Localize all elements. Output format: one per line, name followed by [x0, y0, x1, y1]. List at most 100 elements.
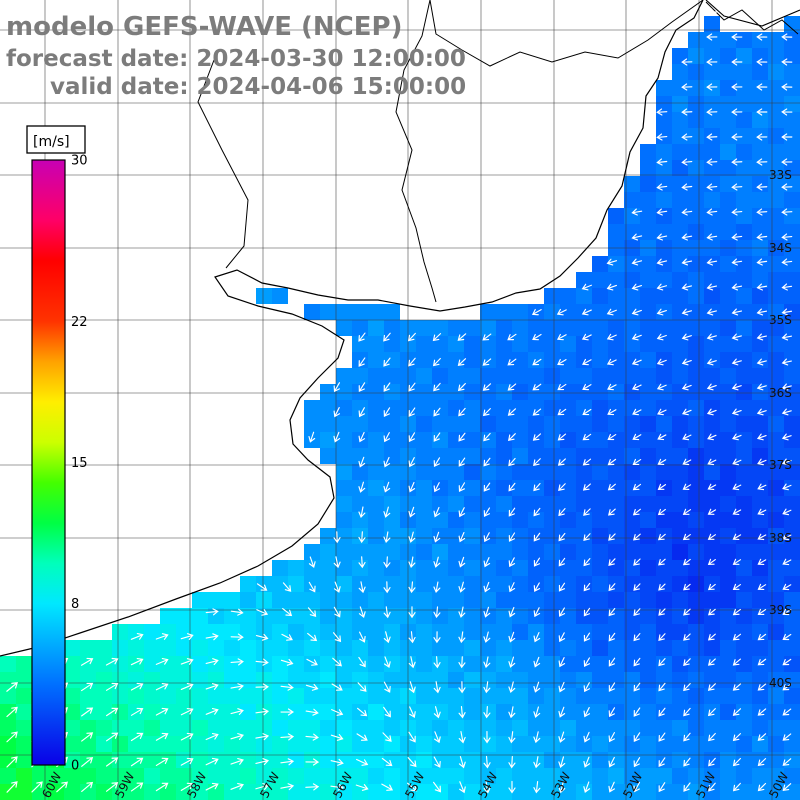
wave-cell — [384, 560, 400, 576]
wave-cell — [0, 720, 16, 736]
wave-cell — [592, 448, 608, 464]
wave-direction-arrow — [658, 658, 666, 667]
wave-cell — [192, 688, 208, 704]
wave-direction-arrow — [308, 431, 316, 443]
wave-cell — [784, 368, 800, 384]
wave-direction-arrow — [706, 408, 717, 416]
wave-direction-arrow — [383, 681, 391, 693]
wave-cell — [672, 272, 688, 288]
wave-cell — [624, 496, 640, 512]
wave-cell — [576, 368, 592, 384]
wave-cell — [208, 624, 224, 640]
wave-direction-arrow — [130, 682, 144, 691]
wave-direction-arrow — [307, 632, 318, 642]
wave-direction-arrow — [681, 283, 693, 291]
wave-cell — [320, 448, 336, 464]
wave-cell — [464, 768, 480, 784]
wave-direction-arrow — [657, 458, 667, 466]
wave-cell — [336, 480, 352, 496]
wave-direction-arrow — [782, 658, 792, 666]
wave-direction-arrow — [656, 158, 668, 166]
wave-direction-arrow — [706, 383, 717, 391]
wave-cell — [384, 688, 400, 704]
wave-cell — [688, 160, 704, 176]
wave-cell — [688, 224, 704, 240]
wave-cell — [768, 112, 784, 128]
wave-cell — [720, 208, 736, 224]
wave-cell — [496, 592, 512, 608]
wave-cell — [176, 720, 192, 736]
wave-direction-arrow — [781, 283, 793, 291]
wave-cell — [336, 672, 352, 688]
wave-cell — [784, 448, 800, 464]
wave-cell — [512, 752, 528, 768]
wave-cell — [704, 80, 720, 96]
wave-direction-arrow — [356, 758, 369, 766]
wave-cell — [544, 608, 560, 624]
wave-cell — [720, 352, 736, 368]
wave-direction-arrow — [706, 258, 718, 266]
wave-direction-arrow — [483, 606, 491, 618]
wave-cell — [624, 288, 640, 304]
wave-cell — [688, 464, 704, 480]
wave-direction-arrow — [607, 408, 617, 416]
wave-direction-arrow — [782, 558, 792, 566]
wave-cell — [416, 704, 432, 720]
wave-direction-arrow — [706, 133, 718, 141]
wave-direction-arrow — [607, 483, 616, 491]
wave-cell — [624, 208, 640, 224]
wave-cell — [784, 784, 800, 800]
wave-cell — [784, 736, 800, 752]
wave-cell — [80, 672, 96, 688]
wave-direction-arrow — [180, 757, 194, 766]
wave-cell — [704, 640, 720, 656]
wave-cell — [448, 480, 464, 496]
wave-cell — [384, 672, 400, 688]
wave-cell — [592, 768, 608, 784]
wave-direction-arrow — [433, 631, 441, 644]
wave-direction-arrow — [707, 558, 716, 566]
wave-direction-arrow — [633, 608, 641, 617]
wave-cell — [384, 608, 400, 624]
wave-cell — [720, 96, 736, 112]
wave-cell — [480, 656, 496, 672]
wave-cell — [784, 768, 800, 784]
wave-cell — [240, 768, 256, 784]
wave-cell — [608, 224, 624, 240]
wave-cell — [784, 720, 800, 736]
wave-direction-arrow — [358, 332, 366, 342]
wave-cell — [416, 624, 432, 640]
wave-cell — [96, 704, 112, 720]
wave-cell — [512, 608, 528, 624]
wave-direction-arrow — [732, 683, 742, 691]
wave-direction-arrow — [633, 558, 641, 566]
wave-direction-arrow — [657, 408, 667, 416]
wave-cell — [544, 688, 560, 704]
wave-direction-arrow — [383, 631, 391, 644]
wave-cell — [688, 560, 704, 576]
wave-direction-arrow — [359, 631, 366, 643]
wave-cell — [16, 704, 32, 720]
wave-cell — [432, 624, 448, 640]
wave-direction-arrow — [433, 531, 441, 543]
river-border-contour — [705, 1, 799, 35]
wave-cell — [688, 480, 704, 496]
wave-direction-arrow — [407, 332, 416, 342]
wave-cell — [272, 720, 288, 736]
wave-cell — [688, 400, 704, 416]
wave-cell — [16, 672, 32, 688]
wave-cell — [720, 656, 736, 672]
wave-direction-arrow — [180, 658, 194, 665]
wave-cell — [512, 368, 528, 384]
wave-cell — [512, 704, 528, 720]
wave-cell — [640, 464, 656, 480]
wave-cell — [704, 112, 720, 128]
wave-cell — [208, 656, 224, 672]
wave-cell — [496, 624, 512, 640]
wave-direction-arrow — [408, 531, 416, 543]
wave-cell — [736, 464, 752, 480]
wave-direction-arrow — [756, 33, 768, 41]
wave-cell — [480, 736, 496, 752]
wave-cell — [784, 64, 800, 80]
